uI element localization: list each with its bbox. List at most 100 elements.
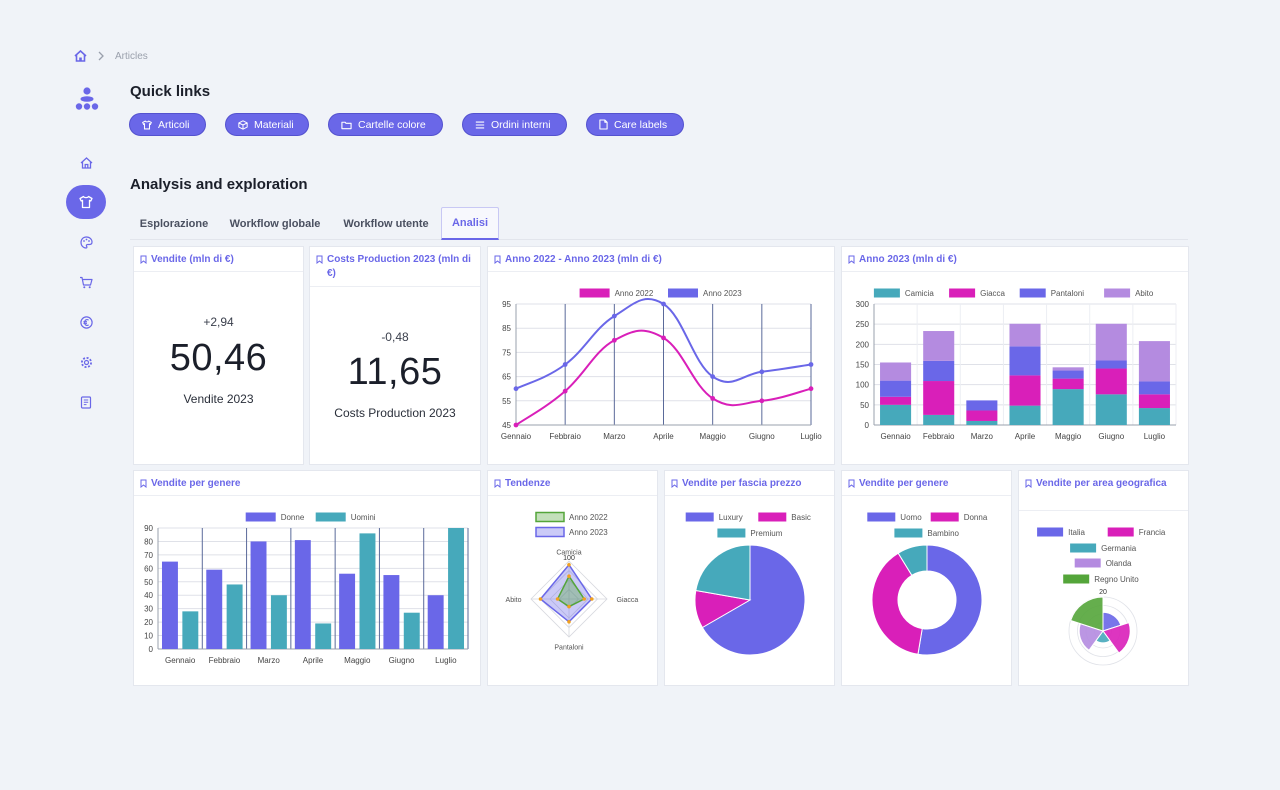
x-tick-label: Marzo	[971, 432, 994, 441]
card-header: Vendite per genere	[134, 471, 480, 496]
bar-giacca	[1052, 378, 1084, 390]
card-bar-chart: Vendite per genere Donne Uomini 0 10 20 30 40 5…	[133, 470, 481, 686]
bar-abito	[1095, 323, 1127, 361]
legend-swatch-donne	[245, 512, 276, 522]
y-tick-label: 70	[144, 551, 153, 560]
quick-link-ordini-interni[interactable]: Ordini interni	[462, 113, 567, 136]
bookmark-icon[interactable]	[494, 479, 501, 488]
palette-icon	[79, 235, 93, 249]
legend-swatch-camicia	[873, 288, 900, 298]
legend-swatch-regno-unito	[1063, 574, 1090, 584]
legend-swatch-anno-2022	[579, 288, 610, 298]
legend-label-donna: Donna	[964, 513, 988, 522]
bar-pantaloni	[1009, 346, 1041, 376]
bar-camicia	[1009, 405, 1041, 425]
home-icon[interactable]	[74, 50, 87, 62]
bookmark-icon[interactable]	[316, 255, 323, 264]
y-tick-label: 90	[144, 524, 153, 533]
radar-chart: Anno 2022 Anno 2023 Camicia Giacca Pantaloni…	[506, 511, 638, 652]
y-tick-label: 300	[856, 300, 870, 309]
card-header: Vendite per genere	[842, 471, 1011, 496]
logo-icon[interactable]	[74, 86, 100, 112]
quick-links-title: Quick links	[130, 83, 211, 100]
data-point-anno-2023	[562, 362, 568, 367]
legend-label-giacca: Giacca	[980, 289, 1005, 298]
bar-giacca	[966, 410, 998, 421]
y-tick-label: 0	[149, 645, 154, 654]
x-tick-label: Aprile	[1015, 432, 1036, 441]
quick-link-articoli[interactable]: Articoli	[129, 113, 206, 136]
bar-pantaloni	[1052, 370, 1084, 379]
sidebar-item-cart[interactable]	[66, 265, 106, 299]
bar-chart: Donne Uomini 0 10 20 30 40 50 60 70 80 90 Gennaio Feb…	[144, 512, 469, 665]
legend-label-donne: Donne	[281, 513, 305, 522]
y-tick-label: 200	[856, 340, 870, 349]
polar-scale-label: 20	[1099, 589, 1107, 596]
y-tick-label: 80	[144, 537, 153, 546]
bookmark-icon[interactable]	[140, 255, 147, 264]
legend-swatch-uomini	[315, 512, 346, 522]
quick-link-cartelle-colore[interactable]: Cartelle colore	[328, 113, 443, 136]
legend-swatch-anno-2023	[535, 526, 565, 538]
legend-swatch-pantaloni	[1019, 288, 1046, 298]
y-tick-label: 10	[144, 632, 153, 641]
x-tick-label: Giugno	[389, 656, 415, 665]
bar-donne	[339, 573, 356, 649]
bar-abito	[1052, 367, 1084, 371]
sidebar-item-colors[interactable]	[66, 225, 106, 259]
y-tick-label: 95	[502, 300, 511, 309]
quick-link-care-labels[interactable]: Care labels	[586, 113, 684, 136]
card-vendite-kpi: Vendite (mln di €) +2,94 50,46 Vendite 2…	[133, 246, 304, 465]
y-tick-label: 0	[865, 421, 870, 430]
legend-swatch-giacca	[949, 288, 976, 298]
radar-point-anno-2022	[567, 604, 571, 609]
legend-label-italia: Italia	[1068, 528, 1085, 537]
breadcrumb-current[interactable]: Articles	[115, 50, 148, 62]
quick-link-materiali[interactable]: Materiali	[225, 113, 309, 136]
card-title: Tendenze	[505, 478, 551, 489]
tab-workflow-globale[interactable]: Workflow globale	[229, 217, 321, 230]
bookmark-icon[interactable]	[494, 255, 501, 264]
sidebar-item-home[interactable]	[66, 146, 106, 180]
y-tick-label: 100	[856, 381, 870, 390]
sidebar-item-docs[interactable]	[66, 385, 106, 419]
donut-chart: Uomo Donna Bambino	[867, 512, 988, 656]
bookmark-icon[interactable]	[848, 255, 855, 264]
bookmark-icon[interactable]	[848, 479, 855, 488]
gear-icon	[80, 356, 92, 368]
y-tick-label: 85	[502, 324, 511, 333]
quick-link-label: Care labels	[614, 118, 668, 131]
tab-analisi[interactable]: Analisi	[441, 207, 499, 240]
sidebar-item-articles[interactable]	[66, 185, 106, 219]
legend-swatch-abito	[1104, 288, 1131, 298]
sidebar-item-settings[interactable]	[66, 345, 106, 379]
bookmark-icon[interactable]	[140, 479, 147, 488]
bookmark-icon[interactable]	[671, 479, 678, 488]
legend-swatch-premium	[717, 528, 746, 538]
data-point-anno-2022	[513, 422, 519, 428]
x-tick-label: Luglio	[1144, 432, 1166, 441]
kpi-label: Vendite 2023	[183, 392, 254, 406]
bookmark-icon[interactable]	[1025, 479, 1032, 488]
tab-workflow-utente[interactable]: Workflow utente	[343, 217, 429, 230]
polar-slice-francia	[1102, 621, 1131, 654]
bar-camicia	[880, 404, 912, 425]
legend-label-abito: Abito	[1135, 289, 1154, 298]
sidebar-item-finance[interactable]	[66, 305, 106, 339]
tab-esplorazione[interactable]: Esplorazione	[139, 217, 209, 230]
bar-abito	[1009, 323, 1041, 347]
bar-camicia	[1052, 389, 1084, 425]
shirt-icon	[79, 195, 93, 209]
bar-giacca	[923, 381, 955, 415]
bar-camicia	[966, 420, 998, 425]
bar-camicia	[1095, 394, 1127, 425]
legend-label-germania: Germania	[1101, 544, 1137, 553]
radar-point-anno-2022	[555, 597, 560, 601]
bar-abito	[880, 362, 912, 381]
card-line-chart: Anno 2022 - Anno 2023 (mln di €) Anno 20…	[487, 246, 835, 465]
card-costs-kpi: Costs Production 2023 (mln di €) -0,48 1…	[309, 246, 481, 465]
bar-donne	[206, 569, 223, 649]
y-tick-label: 250	[856, 320, 870, 329]
book-icon	[80, 395, 92, 409]
